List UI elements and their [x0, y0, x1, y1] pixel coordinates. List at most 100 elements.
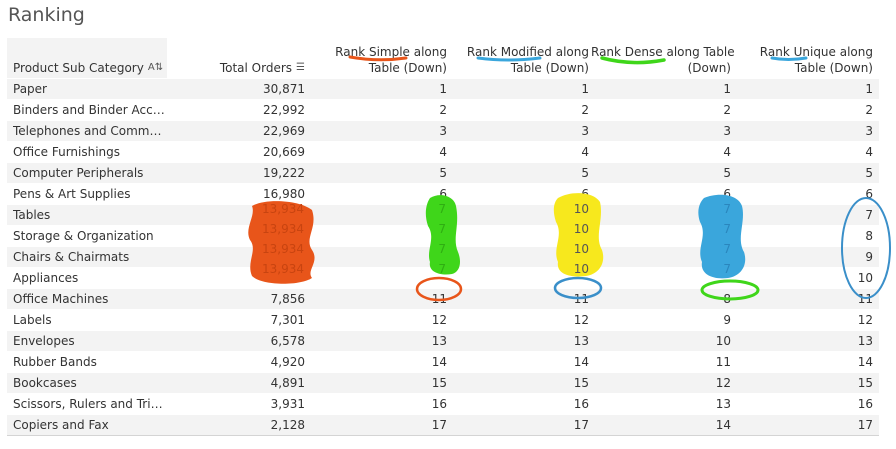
- table-row[interactable]: Office Furnishings 20,669 4 4 4 4: [7, 141, 879, 162]
- header-rank-modified-line1: Rank Modified along: [466, 45, 589, 59]
- row-rank-modified: 12: [573, 313, 589, 327]
- row-rank-modified: 6: [581, 187, 589, 201]
- header-total-orders[interactable]: Total Orders ☰: [177, 60, 305, 77]
- ranking-table: Product Sub Category A⇅ Total Orders ☰ Ran…: [7, 38, 879, 436]
- header-rank-dense-line1: Rank Dense along Table: [591, 45, 735, 59]
- table-row[interactable]: Binders and Binder Acces.. 22,992 2 2 2 2: [7, 99, 879, 120]
- row-rank-simple: 14: [431, 355, 447, 369]
- row-sub-category: Computer Peripherals: [13, 166, 144, 180]
- row-rank-modified: 15: [573, 376, 589, 390]
- row-rank-modified: 13: [573, 334, 589, 348]
- row-total-orders: 4,891: [270, 376, 305, 390]
- header-rank-modified[interactable]: Rank Modified along Table (Down): [449, 44, 589, 76]
- row-rank-unique: 6: [865, 187, 873, 201]
- row-total-orders: 6,578: [270, 334, 305, 348]
- row-rank-unique: 2: [865, 103, 873, 117]
- header-rank-simple[interactable]: Rank Simple along Table (Down): [307, 44, 447, 76]
- table-row[interactable]: Telephones and Communi.. 22,969 3 3 3 3: [7, 120, 879, 141]
- row-rank-unique: 7: [865, 208, 873, 222]
- row-rank-simple: 4: [439, 145, 447, 159]
- row-rank-dense: 12: [715, 376, 731, 390]
- row-sub-category: Appliances: [13, 271, 79, 285]
- table-row[interactable]: Computer Peripherals 19,222 5 5 5 5: [7, 162, 879, 183]
- table-row[interactable]: Office Machines 7,856 11 11 8 11: [7, 288, 879, 309]
- row-rank-dense: 14: [715, 418, 731, 432]
- row-total-orders: 4,920: [270, 355, 305, 369]
- row-total-orders: 7,301: [270, 313, 305, 327]
- sort-alpha-icon[interactable]: A⇅: [147, 62, 164, 73]
- row-sub-category: Copiers and Fax: [13, 418, 109, 432]
- row-total-orders: 3,931: [270, 397, 305, 411]
- sheet-title: Ranking: [8, 4, 85, 26]
- table-row[interactable]: Bookcases 4,891 15 15 12 15: [7, 372, 879, 393]
- header-sub-category[interactable]: Product Sub Category A⇅: [13, 60, 163, 77]
- row-rank-modified: 4: [581, 145, 589, 159]
- row-rank-simple: 6: [439, 187, 447, 201]
- header-total-orders-label: Total Orders: [219, 60, 293, 75]
- row-sub-category: Paper: [13, 82, 47, 96]
- table-row[interactable]: Paper 30,871 1 1 1 1: [7, 78, 879, 99]
- row-total-orders: 20,669: [263, 145, 305, 159]
- table-row[interactable]: Scissors, Rulers and Trim.. 3,931 16 16 13 16: [7, 393, 879, 414]
- header-rank-dense-line2: (Down): [687, 61, 731, 75]
- header-rank-modified-line2: Table (Down): [510, 61, 589, 75]
- row-sub-category: Pens & Art Supplies: [13, 187, 131, 201]
- row-rank-unique: 9: [865, 250, 873, 264]
- header-sub-category-label: Product Sub Category: [13, 60, 144, 75]
- row-rank-unique: 5: [865, 166, 873, 180]
- row-rank-unique: 12: [857, 313, 873, 327]
- row-rank-unique: 17: [857, 418, 873, 432]
- row-rank-unique: 13: [857, 334, 873, 348]
- row-total-orders: 30,871: [263, 82, 305, 96]
- row-sub-category: Envelopes: [13, 334, 75, 348]
- row-rank-dense: 2: [723, 103, 731, 117]
- table-row[interactable]: Chairs & Chairmats13,93471079: [7, 246, 879, 267]
- row-rank-unique: 14: [857, 355, 873, 369]
- row-total-orders: 22,969: [263, 124, 305, 138]
- sort-desc-bars-icon[interactable]: ☰: [296, 62, 305, 73]
- table-row[interactable]: Tables13,93471077: [7, 204, 879, 225]
- row-rank-simple: 2: [439, 103, 447, 117]
- row-rank-unique: 1: [865, 82, 873, 96]
- header-rank-simple-line1: Rank Simple along: [335, 45, 447, 59]
- row-sub-category: Office Machines: [13, 292, 109, 306]
- table-row[interactable]: Envelopes 6,578 13 13 10 13: [7, 330, 879, 351]
- header-rank-unique-line1: Rank Unique along: [759, 45, 873, 59]
- row-rank-unique: 11: [857, 292, 873, 306]
- table-row[interactable]: Labels 7,301 12 12 9 12: [7, 309, 879, 330]
- row-sub-category: Chairs & Chairmats: [13, 250, 130, 264]
- row-rank-unique: 3: [865, 124, 873, 138]
- row-rank-dense: 9: [723, 313, 731, 327]
- row-rank-unique: 16: [857, 397, 873, 411]
- row-rank-simple: 16: [431, 397, 447, 411]
- row-rank-modified: 16: [573, 397, 589, 411]
- row-rank-modified: 17: [573, 418, 589, 432]
- table-row[interactable]: Copiers and Fax 2,128 17 17 14 17: [7, 414, 879, 435]
- row-rank-unique: 4: [865, 145, 873, 159]
- header-rank-unique[interactable]: Rank Unique along Table (Down): [733, 44, 873, 76]
- table-row[interactable]: Pens & Art Supplies 16,980 6 6 6 6: [7, 183, 879, 204]
- table-row[interactable]: Storage & Organization13,93471078: [7, 225, 879, 246]
- row-rank-simple: 11: [431, 292, 447, 306]
- row-rank-simple: 15: [431, 376, 447, 390]
- row-sub-category: Telephones and Communi..: [13, 124, 165, 138]
- row-rank-dense: 1: [723, 82, 731, 96]
- row-rank-dense: 6: [723, 187, 731, 201]
- row-total-orders: 2,128: [270, 418, 305, 432]
- row-rank-simple: 5: [439, 166, 447, 180]
- row-rank-dense: 3: [723, 124, 731, 138]
- row-rank-simple: 1: [439, 82, 447, 96]
- row-rank-dense: 5: [723, 166, 731, 180]
- table-body: Paper 30,871 1 1 1 1 Binders and Binder Acces.…: [7, 78, 879, 435]
- row-sub-category: Storage & Organization: [13, 229, 154, 243]
- row-rank-modified: 3: [581, 124, 589, 138]
- table-header: Product Sub Category A⇅ Total Orders ☰ Ran…: [7, 38, 879, 78]
- row-total-orders: 22,992: [263, 103, 305, 117]
- row-rank-modified: 1: [581, 82, 589, 96]
- table-row[interactable]: Appliances13,934710710: [7, 267, 879, 288]
- row-rank-modified: 14: [573, 355, 589, 369]
- table-row[interactable]: Rubber Bands 4,920 14 14 11 14: [7, 351, 879, 372]
- row-header-background: [7, 38, 167, 78]
- header-rank-dense[interactable]: Rank Dense along Table (Down): [591, 44, 735, 76]
- row-sub-category: Tables: [13, 208, 51, 222]
